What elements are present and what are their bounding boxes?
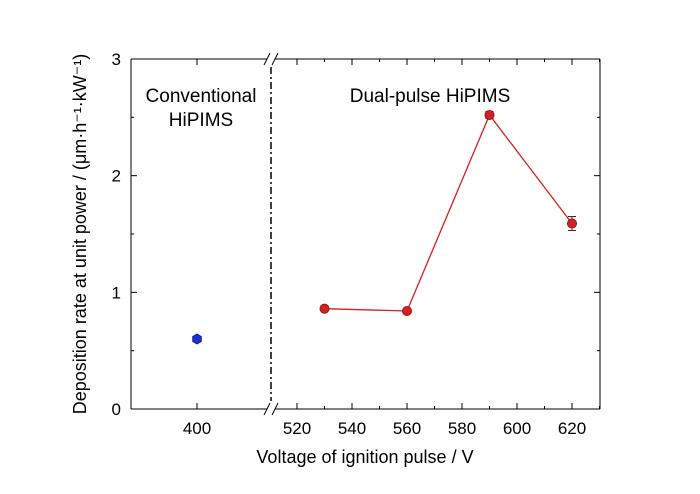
data-point-dual-pulse: [567, 218, 578, 229]
y-tick-label: 0: [112, 400, 121, 419]
y-tick-label: 2: [112, 167, 121, 186]
data-point-dual-pulse: [401, 305, 412, 316]
axes: [130, 52, 601, 416]
x-tick-label: 520: [283, 419, 311, 438]
axis-break-mark: [271, 402, 279, 416]
chart-text: 0 1 2 3 400 520 540 560 580 600 620 Voltage of igni…: [70, 50, 586, 467]
series-line-dual-pulse: [324, 113, 573, 312]
x-tick-label: 580: [448, 419, 476, 438]
axis-break-mark: [263, 52, 271, 66]
plot-data: [192, 110, 578, 345]
x-tick-label: 400: [183, 419, 211, 438]
x-tick-label: 600: [503, 419, 531, 438]
x-tick-label: 620: [558, 419, 586, 438]
axis-break-mark: [271, 52, 279, 66]
region-label-dual-pulse: Dual-pulse HiPIMS: [350, 86, 511, 107]
x-axis-title: Voltage of ignition pulse / V: [256, 447, 473, 467]
region-label-conventional: HiPIMS: [169, 110, 233, 131]
y-tick-label: 3: [112, 50, 121, 69]
y-axis-title: Deposition rate at unit power / (μm·h⁻¹·…: [70, 54, 90, 414]
x-tick-label: 560: [393, 419, 421, 438]
y-tick-label: 1: [112, 283, 121, 302]
x-tick-label: 540: [338, 419, 366, 438]
region-label-conventional: Conventional: [146, 86, 257, 107]
data-point-dual-pulse: [319, 303, 330, 314]
data-point-dual-pulse: [484, 110, 495, 121]
axis-break-mark: [263, 402, 271, 416]
data-point-conventional: [192, 333, 202, 345]
